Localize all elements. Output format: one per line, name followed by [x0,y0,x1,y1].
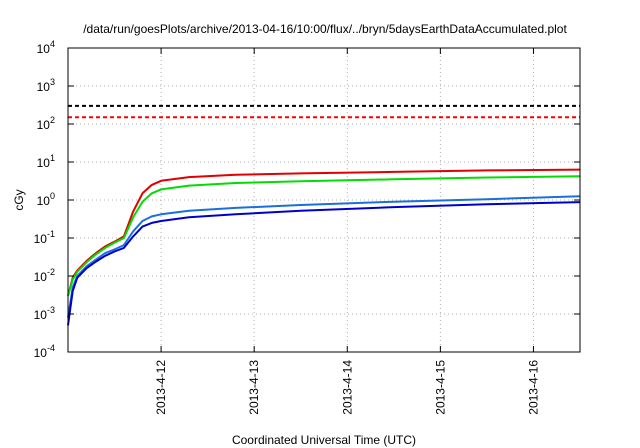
x-ticks: 2013-4-12 2013-4-13 2013-4-14 2013-4-15 2013… [154,48,540,415]
series-line [67,195,581,318]
series-group [67,168,581,326]
y-tick-label: 102 [37,115,55,132]
grid [68,48,580,352]
y-tick-label: 104 [37,39,55,56]
x-tick-label: 2013-4-12 [154,360,168,415]
y-tick-label: 10-2 [34,267,55,284]
x-tick-label: 2013-4-13 [247,360,261,415]
y-tick-label: 103 [37,77,55,94]
x-tick-label: 2013-4-15 [433,360,447,415]
series-line [67,168,581,297]
y-tick-label: 10-1 [34,229,55,246]
x-axis-title: Coordinated Universal Time (UTC) [232,433,416,447]
y-tick-label: 10-3 [34,305,55,322]
y-tick-label: 101 [37,153,55,170]
series-line [67,201,581,326]
x-tick-label: 2013-4-16 [526,360,540,415]
series-line [67,175,581,297]
y-tick-label: 100 [37,191,55,208]
y-axis-title: cGy [12,189,26,210]
y-ticks: 10-4 10-3 10-2 10-1 100 101 102 103 104 [34,39,580,360]
y-tick-label: 10-4 [34,343,55,360]
x-tick-label: 2013-4-14 [340,360,354,415]
thresholds [68,104,580,119]
chart-title: /data/run/goesPlots/archive/2013-04-16/1… [83,22,567,36]
